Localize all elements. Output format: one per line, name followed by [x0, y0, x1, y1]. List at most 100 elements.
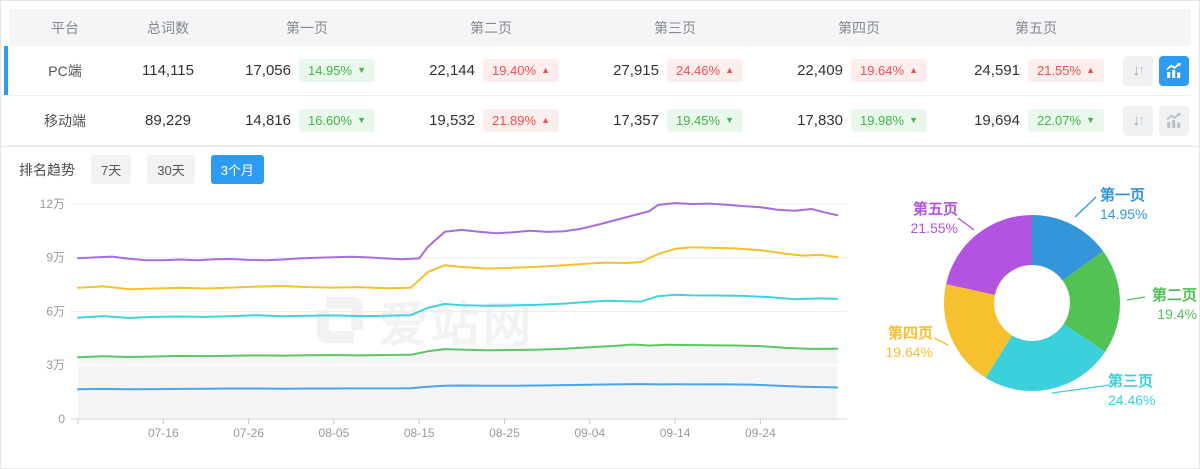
page-3-count: 27,915: [613, 62, 659, 79]
y-tick-label: 3万: [46, 358, 65, 372]
pie-label-line: [933, 337, 949, 346]
platform-label: 移动端: [44, 112, 86, 129]
pie-callout-第一页: 第一页 14.95%: [1100, 187, 1190, 223]
page-3-cell: 17,357 19.45% ▼: [583, 109, 767, 132]
down-triangle-icon: ▼: [909, 115, 918, 125]
up-triangle-icon: ▲: [541, 115, 550, 125]
series-line-第三页(累计)[interactable]: [77, 293, 839, 319]
pie-label-percent: 14.95%: [1100, 205, 1148, 222]
x-tick-label: 07-16: [148, 426, 179, 440]
row-actions: ↓↑: [1121, 105, 1191, 136]
line-chart[interactable]: 爱站网 07-16 07-26 08-05 08-15 08-25 09-04 09-14 0…: [15, 185, 865, 447]
x-tick-label: 09-14: [660, 426, 691, 440]
up-triangle-icon: ▲: [541, 65, 550, 75]
x-tick-label: 09-04: [574, 426, 605, 440]
up-triangle-icon: ▲: [1086, 65, 1095, 75]
change-percent: 21.55%: [1036, 63, 1082, 78]
pie-slice-第一页[interactable]: [1032, 215, 1104, 281]
up-triangle-icon: ▲: [909, 65, 918, 75]
trend-tab-3个月[interactable]: 3个月: [210, 155, 264, 184]
page-1-cell: 17,056 14.95% ▼: [215, 59, 399, 82]
pie-slice-第五页[interactable]: [946, 215, 1032, 295]
trend-tab-7天[interactable]: 7天: [91, 155, 132, 184]
page-2-change-badge: 19.40% ▲: [482, 59, 559, 82]
trend-chart-button[interactable]: [1159, 105, 1189, 136]
updown-arrows-icon: ↓↑: [1132, 62, 1146, 79]
x-tick-label: 08-25: [489, 426, 520, 440]
pie-label-percent: 24.46%: [1108, 391, 1156, 408]
change-percent: 19.64%: [859, 63, 905, 78]
x-tick-label: 08-15: [404, 426, 435, 440]
y-tick-label: 0: [58, 412, 65, 426]
series-line-第五页(累计总词数)[interactable]: [77, 202, 839, 262]
page-3-count: 17,357: [613, 112, 659, 129]
page-1-count: 17,056: [245, 62, 291, 79]
pie-label-name: 第五页: [912, 201, 958, 218]
row-actions: ↓↑: [1121, 55, 1191, 86]
column-header-4: 第二页: [470, 19, 512, 36]
page-4-change-badge: 19.98% ▼: [850, 109, 927, 132]
series-line-第一页[interactable]: [77, 383, 839, 391]
page-5-change-badge: 21.55% ▲: [1027, 59, 1104, 82]
change-percent: 21.89%: [491, 113, 537, 128]
page-2-cell: 22,144 19.40% ▲: [399, 59, 583, 82]
down-triangle-icon: ▼: [357, 65, 366, 75]
down-triangle-icon: ▼: [1086, 115, 1095, 125]
pie-slice-第三页[interactable]: [985, 324, 1106, 391]
x-tick-label: 09-24: [745, 426, 776, 440]
page-2-change-badge: 21.89% ▲: [482, 109, 559, 132]
change-percent: 19.40%: [491, 63, 537, 78]
pie-callout-第三页: 第三页 24.46%: [1108, 373, 1193, 409]
series-line-第二页(累计)[interactable]: [77, 343, 839, 359]
pie-label-name: 第四页: [887, 325, 933, 342]
page-1-change-badge: 14.95% ▼: [298, 59, 375, 82]
series-line-第四页(累计)[interactable]: [77, 246, 839, 291]
pie-label-percent: 19.64%: [885, 343, 933, 360]
page-2-count: 19,532: [429, 112, 475, 129]
pie-label-line: [1051, 384, 1111, 394]
sort-arrows-button[interactable]: ↓↑: [1123, 105, 1153, 136]
donut-chart[interactable]: 第一页 14.95% 第二页 19.4% 第三页 24.46% 第四页 19.64% 第五页 21…: [864, 185, 1199, 435]
page-4-count: 17,830: [797, 112, 843, 129]
bar-chart-trend-icon: [1166, 62, 1181, 78]
table-header-row: 平台 总词数 第一页 第二页 第三页 第四页 第五页: [9, 9, 1191, 46]
page-5-count: 19,694: [974, 112, 1020, 129]
page-2-cell: 19,532 21.89% ▲: [399, 109, 583, 132]
pie-slice-第二页[interactable]: [1062, 251, 1120, 352]
page-3-change-badge: 19.45% ▼: [666, 109, 743, 132]
updown-arrows-icon: ↓↑: [1132, 112, 1146, 129]
pie-callout-第二页: 第二页 19.4%: [1127, 287, 1197, 323]
trend-tab-30天[interactable]: 30天: [147, 155, 195, 184]
change-percent: 19.45%: [675, 113, 721, 128]
trend-chart-button[interactable]: [1159, 55, 1189, 86]
change-percent: 19.98%: [859, 113, 905, 128]
pie-label-name: 第一页: [1100, 187, 1146, 204]
column-header-2: 总词数: [147, 19, 189, 36]
page-3-cell: 27,915 24.46% ▲: [583, 59, 767, 82]
pie-callout-第五页: 第五页 21.55%: [882, 201, 958, 237]
y-tick-label: 6万: [46, 304, 65, 318]
page-1-cell: 14,816 16.60% ▼: [215, 109, 399, 132]
table-row-PC端[interactable]: PC端 114,115 17,056 14.95% ▼ 22,144 19.40% ▲ 27,9…: [4, 46, 1191, 96]
pie-slice-第四页[interactable]: [944, 284, 1013, 378]
down-triangle-icon: ▼: [357, 115, 366, 125]
pie-label-percent: 21.55%: [910, 219, 958, 236]
sort-arrows-button[interactable]: ↓↑: [1123, 55, 1153, 86]
up-triangle-icon: ▲: [725, 65, 734, 75]
pie-label-line: [1126, 296, 1146, 301]
column-header-5: 第三页: [654, 19, 696, 36]
x-tick-label: 07-26: [233, 426, 264, 440]
table-row-移动端[interactable]: 移动端 89,229 14,816 16.60% ▼ 19,532 21.89% ▲ 17,35…: [9, 96, 1191, 146]
x-tick-label: 08-05: [319, 426, 350, 440]
page-5-count: 24,591: [974, 62, 1020, 79]
column-header-1: 平台: [51, 19, 79, 36]
change-percent: 24.46%: [675, 63, 721, 78]
pie-label-percent: 19.4%: [1157, 305, 1197, 322]
page-1-change-badge: 16.60% ▼: [298, 109, 375, 132]
column-header-6: 第四页: [838, 19, 880, 36]
pie-label-name: 第三页: [1108, 373, 1154, 390]
table-body: PC端 114,115 17,056 14.95% ▼ 22,144 19.40% ▲ 27,9…: [4, 46, 1191, 146]
total-words-value: 89,229: [145, 112, 191, 129]
page-2-count: 22,144: [429, 62, 475, 79]
